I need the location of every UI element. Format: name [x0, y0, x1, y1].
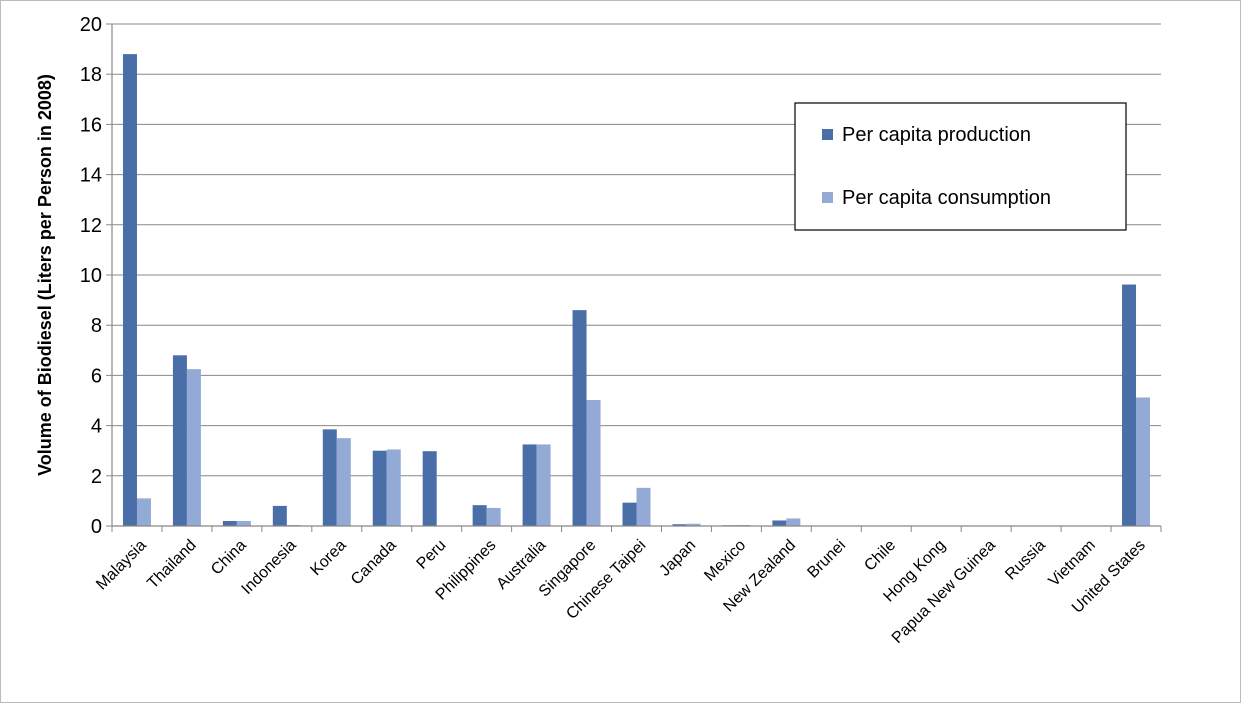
legend-swatch-production [822, 129, 833, 140]
y-tick-label: 0 [91, 516, 102, 538]
bar-production [172, 355, 187, 526]
y-tick-label: 18 [80, 64, 102, 86]
y-tick-labels: 0 2 4 6 8 10 12 14 16 18 20 [80, 14, 102, 538]
bar-production [472, 505, 487, 526]
bar-production [122, 54, 137, 527]
y-tick-label: 6 [91, 365, 102, 387]
y-axis-label: Volume of Biodiesel (Liters per Person i… [35, 74, 55, 476]
bar-consumption [136, 498, 151, 526]
bar-production [772, 520, 787, 526]
y-tick-label: 14 [80, 165, 102, 187]
y-tick-label: 16 [80, 114, 102, 136]
bars [122, 54, 1151, 527]
bar-production [372, 450, 387, 526]
bar-consumption [686, 523, 701, 526]
bar-consumption [336, 438, 351, 526]
y-tick-label: 10 [80, 265, 102, 287]
legend: Per capita production Per capita consump… [794, 102, 1127, 231]
bar-consumption [186, 369, 201, 526]
bar-production [672, 524, 687, 526]
bar-consumption [636, 487, 651, 526]
bar-consumption [1136, 397, 1151, 526]
y-tick-label: 2 [91, 466, 102, 488]
bar-consumption [586, 399, 601, 526]
bar-production [272, 505, 287, 526]
bar-production [222, 520, 237, 526]
y-tick-label: 4 [91, 416, 102, 438]
bar-production [622, 502, 637, 526]
axes [111, 24, 1162, 532]
legend-box [794, 102, 1127, 231]
legend-swatch-consumption [822, 192, 833, 203]
bar-production [422, 451, 437, 526]
y-tick-label: 12 [80, 215, 102, 237]
bar-consumption [486, 507, 501, 526]
legend-label-production: Per capita production [842, 124, 1031, 146]
y-tick-label: 8 [91, 315, 102, 337]
bar-consumption [236, 520, 251, 526]
bar-production [1122, 284, 1137, 526]
bar-consumption [386, 449, 401, 526]
bar-production [572, 310, 587, 526]
bar-production [522, 444, 537, 526]
bar-consumption [536, 444, 551, 526]
bar-production [322, 429, 337, 526]
y-tick-label: 20 [80, 14, 102, 36]
bar-consumption [786, 518, 801, 526]
legend-label-consumption: Per capita consumption [842, 187, 1051, 209]
